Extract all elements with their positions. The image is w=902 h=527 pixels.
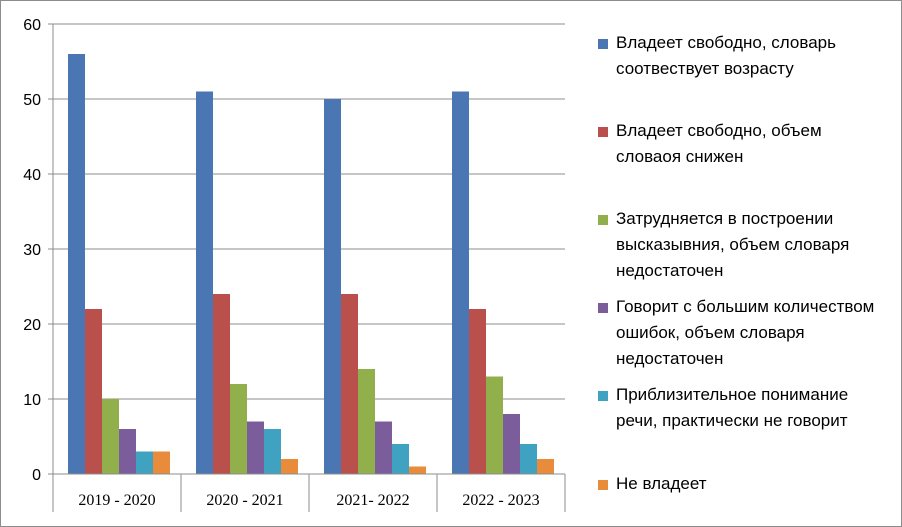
- legend-item: Говорит с большим количеством ошибок, об…: [598, 294, 891, 372]
- bar: [85, 309, 102, 474]
- bar: [68, 54, 85, 474]
- y-tick-label: 60: [23, 17, 41, 34]
- legend-label: Владеет свободно, словарь соотвествует в…: [616, 33, 836, 78]
- x-tick-label: 2022 - 2023: [462, 492, 539, 509]
- bar: [196, 91, 213, 474]
- bar: [153, 451, 170, 474]
- legend-label: Не владеет: [616, 474, 707, 493]
- legend-swatch: [598, 303, 608, 313]
- bar: [119, 429, 136, 474]
- legend-swatch: [598, 39, 608, 49]
- x-tick-label: 2019 - 2020: [78, 492, 155, 509]
- bar: [375, 421, 392, 474]
- legend-item: Не владеет: [598, 471, 891, 497]
- bar: [264, 429, 281, 474]
- x-tick-label: 2021- 2022: [336, 492, 409, 509]
- bar: [324, 99, 341, 474]
- legend-item: Владеет свободно, словарь соотвествует в…: [598, 30, 891, 82]
- bar: [213, 294, 230, 474]
- y-tick-label: 10: [23, 392, 41, 409]
- y-tick-label: 30: [23, 242, 41, 259]
- bar: [341, 294, 358, 474]
- bar: [503, 414, 520, 474]
- legend-swatch: [598, 215, 608, 225]
- legend-label: Владеет свободно, объем словаоя снижен: [616, 121, 822, 166]
- axes: 0 10 20 30 40 50 60 2019 - 2020 2020 - 2021 2021-…: [23, 17, 566, 512]
- bar: [469, 309, 486, 474]
- bar: [230, 384, 247, 474]
- bar: [520, 444, 537, 474]
- gridlines: [53, 23, 565, 400]
- bar: [358, 369, 375, 474]
- x-tick-label: 2020 - 2021: [206, 492, 283, 509]
- legend-swatch: [598, 391, 608, 401]
- bar: [247, 421, 264, 474]
- legend-label: Приблизительное понимание речи, практиче…: [616, 385, 849, 430]
- bar: [102, 399, 119, 474]
- y-tick-label: 40: [23, 167, 41, 184]
- legend-label: Затрудняется в построении высказывния, о…: [616, 209, 850, 280]
- y-tick-label: 20: [23, 317, 41, 334]
- bar: [409, 466, 426, 474]
- y-tick-label: 0: [32, 467, 41, 484]
- legend-item: Приблизительное понимание речи, практиче…: [598, 382, 891, 434]
- bar: [452, 91, 469, 474]
- bar: [486, 376, 503, 474]
- bars: [68, 54, 554, 474]
- legend-swatch: [598, 480, 608, 490]
- bar: [281, 459, 298, 474]
- legend-label: Говорит с большим количеством ошибок, об…: [616, 297, 875, 368]
- y-tick-label: 50: [23, 92, 41, 109]
- legend-swatch: [598, 127, 608, 137]
- bar: [537, 459, 554, 474]
- legend-item: Затрудняется в построении высказывния, о…: [598, 206, 891, 284]
- bar: [392, 444, 409, 474]
- bar: [136, 451, 153, 474]
- legend-item: Владеет свободно, объем словаоя снижен: [598, 118, 891, 170]
